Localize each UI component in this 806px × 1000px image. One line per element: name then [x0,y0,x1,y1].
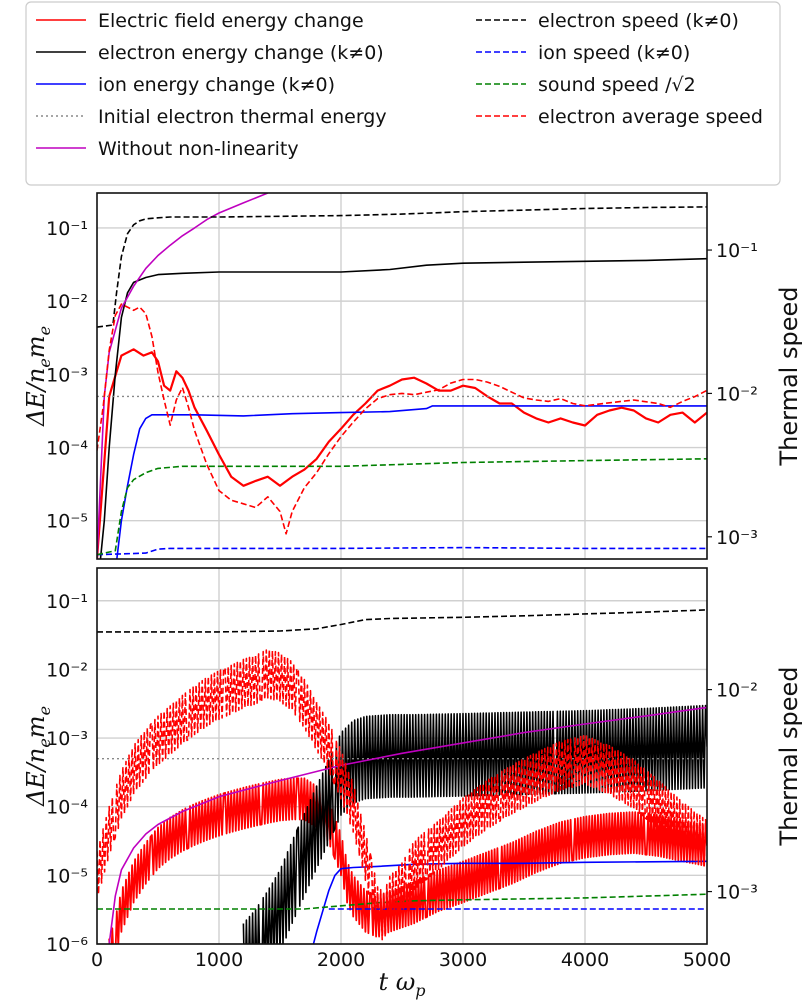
x-axis-label: t ωp [378,968,425,1000]
top-y-axis-label: ΔE/neme [22,326,54,427]
y-tick-label: 10⁻¹ [46,591,88,613]
y2-tick-label: 10⁻³ [716,527,758,549]
series-ion-energy-change-k-0-top [116,405,707,559]
y-tick-label: 10⁻⁶ [46,934,88,956]
bottom-y-ticks: 10⁻¹ 10⁻² 10⁻³ 10⁻⁴ 10⁻⁵ 10⁻⁶ [46,591,88,956]
y-tick-label: 10⁻⁴ [46,438,88,460]
y-tick-label: 10⁻³ [46,728,88,750]
top-plot-frame [96,192,708,560]
top-y2-ticks: 10⁻¹ 10⁻² 10⁻³ [707,240,758,549]
y-tick-label: 10⁻⁵ [46,865,88,887]
series-ion-speed-k-0-top [97,546,707,556]
y-tick-label: 10⁻¹ [46,218,88,240]
legend-label-electron-speed-k-0: electron speed (k≠0) [538,10,739,32]
x-tick-label: 3000 [439,949,487,971]
x-tick-label: 4000 [561,949,609,971]
legend-column-left: Electric field energy change electron ene… [36,10,387,160]
series-ion-energy-change-k-0-bottom [312,860,707,944]
bottom-plot-frame [96,567,708,945]
top-y-ticks: 10⁻¹ 10⁻² 10⁻³ 10⁻⁴ 10⁻⁵ [46,218,88,533]
bottom-panel: 10⁻¹ 10⁻² 10⁻³ 10⁻⁴ 10⁻⁵ 10⁻⁶ 10⁻² 10⁻³ ΔE/nem… [22,567,803,956]
x-tick-label: 1000 [195,949,243,971]
y-tick-label: 10⁻² [46,291,88,313]
series-sound-speed-2-bottom [97,893,707,910]
legend-frame [25,1,781,186]
x-tick-label: 0 [91,949,103,971]
series-electron-energy-change-k-0-top [99,257,707,559]
series-electron-speed-k-0-top [97,206,707,328]
series-electron-average-speed-bottom [97,649,707,941]
top-y2-axis-label: Thermal speed [775,287,803,467]
x-tick-label: 5000 [683,949,731,971]
x-ticks: 0 1000 2000 3000 4000 5000 [91,949,731,971]
bottom-y-axis-label: ΔE/neme [22,706,54,807]
series-electron-energy-change-k-0-bottom [242,704,707,944]
series-electron-speed-k-0-bottom [97,609,707,633]
series-electron-average-speed-top [97,303,707,535]
top-series [97,193,707,559]
y-tick-label: 10⁻⁵ [46,511,88,533]
legend-label-electric-field-energy-change: Electric field energy change [98,10,364,32]
y2-tick-label: 10⁻³ [716,882,758,904]
legend: Electric field energy change electron ene… [25,1,781,186]
bottom-y2-ticks: 10⁻² 10⁻³ [707,680,758,904]
legend-label-electron-average-speed: electron average speed [538,106,763,128]
series-sound-speed-2-top [97,458,707,556]
top-grid [97,193,707,559]
bottom-series [97,609,707,944]
legend-label-ion-energy-change-k-0: ion energy change (k≠0) [98,74,335,96]
legend-label-ion-speed-k-0: ion speed (k≠0) [538,42,690,64]
legend-label-without-non-linearity: Without non-linearity [98,138,299,160]
x-tick-label: 2000 [317,949,365,971]
legend-label-sound-speed-2: sound speed /√2 [538,74,696,96]
series-without-non-linearity-top [97,193,269,559]
legend-column-right: electron speed (k≠0) ion speed (k≠0) sound… [476,10,763,128]
y2-tick-label: 10⁻² [716,680,758,702]
series-without-non-linearity-bottom [108,706,707,944]
y-tick-label: 10⁻² [46,659,88,681]
y-tick-label: 10⁻⁴ [46,797,88,819]
y-tick-label: 10⁻³ [46,364,88,386]
series-electric-field-energy-change-bottom [108,777,707,944]
bottom-y2-axis-label: Thermal speed [775,667,803,847]
y2-tick-label: 10⁻² [716,383,758,405]
top-panel: 10⁻¹ 10⁻² 10⁻³ 10⁻⁴ 10⁻⁵ 10⁻¹ 10⁻² 10⁻³ ΔE/nem… [22,192,803,560]
legend-label-electron-energy-change-k-0: electron energy change (k≠0) [98,42,384,64]
series-electric-field-energy-change-top [97,348,707,559]
y2-tick-label: 10⁻¹ [716,240,758,262]
legend-label-initial-electron-thermal-energy: Initial electron thermal energy [98,106,387,128]
